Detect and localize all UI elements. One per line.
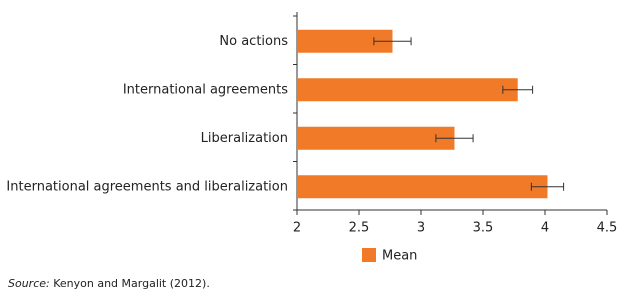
error-bar xyxy=(502,85,534,94)
bar xyxy=(297,126,455,150)
x-tick-label: 3.5 xyxy=(473,221,494,236)
y-tick-label: International agreements and liberalizat… xyxy=(6,179,288,194)
x-tick-label: 3 xyxy=(417,221,425,236)
source-text: Kenyon and Margalit (2012). xyxy=(53,277,210,290)
y-tick-label: International agreements xyxy=(123,82,288,97)
error-bar xyxy=(530,182,565,191)
bar xyxy=(297,78,518,102)
source-label: Source: xyxy=(8,277,50,290)
x-tick-label: 4 xyxy=(541,221,549,236)
x-tick-label: 2 xyxy=(293,221,301,236)
legend-swatch xyxy=(362,248,376,262)
y-tick-label: No actions xyxy=(219,34,288,49)
bar xyxy=(297,29,393,53)
bar xyxy=(297,175,548,199)
error-bar xyxy=(373,37,412,46)
legend-label: Mean xyxy=(382,249,417,264)
x-tick-label: 2.5 xyxy=(349,221,370,236)
error-bar xyxy=(435,134,474,143)
y-tick-label: Liberalization xyxy=(201,131,288,146)
x-tick-label: 4.5 xyxy=(597,221,618,236)
source: Source: Kenyon and Margalit (2012). xyxy=(8,277,210,290)
